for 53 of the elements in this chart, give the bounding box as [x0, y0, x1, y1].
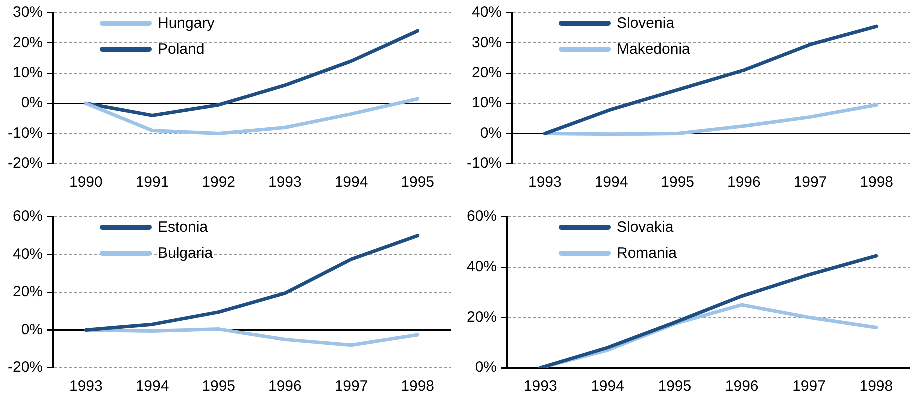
- y-tick-label: 40%: [472, 4, 502, 22]
- y-tick-label: 10%: [472, 94, 502, 112]
- x-tick-label: 1996: [725, 378, 759, 396]
- x-tick-label: 1996: [727, 174, 761, 192]
- legend-label: Poland: [158, 40, 205, 58]
- x-tick-label: 1994: [591, 378, 624, 396]
- y-tick-label: 0%: [475, 359, 498, 376]
- x-tick-label: 1997: [334, 378, 368, 396]
- y-tick-label: 0%: [21, 321, 44, 338]
- legend-label: Makedonia: [617, 40, 690, 58]
- y-tick-label: 30%: [12, 4, 44, 22]
- x-tick-label: 1998: [860, 378, 894, 396]
- x-tick-label: 1997: [794, 174, 828, 192]
- x-tick-label: 1997: [792, 378, 826, 396]
- y-tick-label: 60%: [12, 208, 44, 226]
- x-tick-label: 1995: [661, 174, 695, 192]
- legend-label: Romania: [617, 244, 678, 262]
- x-tick-label: 1990: [69, 174, 103, 192]
- x-tick-label: 1993: [528, 174, 562, 192]
- y-tick-label: 20%: [466, 308, 498, 326]
- x-tick-label: 1998: [860, 174, 894, 192]
- y-tick-label: -20%: [8, 155, 44, 172]
- x-tick-label: 1995: [202, 378, 236, 396]
- x-tick-label: 1996: [268, 378, 302, 396]
- y-tick-label: -20%: [8, 359, 44, 376]
- x-tick-label: 1995: [401, 174, 435, 192]
- y-tick-label: -10%: [8, 124, 44, 142]
- legend-label: Slovakia: [617, 218, 674, 236]
- y-tick-label: 0%: [480, 124, 502, 142]
- x-tick-label: 1993: [69, 378, 103, 396]
- y-tick-label: 20%: [12, 284, 44, 301]
- x-tick-label: 1995: [658, 378, 692, 396]
- y-tick-label: -10%: [466, 155, 502, 172]
- y-tick-label: 10%: [12, 64, 44, 82]
- y-tick-label: 0%: [21, 94, 44, 112]
- x-tick-label: 1994: [136, 378, 170, 396]
- x-tick-label: 1991: [136, 174, 170, 192]
- legend-label: Slovenia: [617, 14, 675, 32]
- legend-label: Estonia: [158, 218, 208, 236]
- y-tick-label: 20%: [472, 64, 502, 82]
- y-tick-label: 20%: [12, 34, 44, 52]
- x-tick-label: 1994: [334, 174, 368, 192]
- y-tick-label: 40%: [12, 246, 44, 263]
- legend-label: Bulgaria: [158, 244, 214, 262]
- x-tick-label: 1998: [401, 378, 435, 396]
- x-tick-label: 1992: [202, 174, 236, 192]
- y-tick-label: 40%: [466, 258, 498, 276]
- y-tick-label: 30%: [472, 34, 502, 52]
- y-tick-label: 60%: [466, 208, 498, 226]
- x-tick-label: 1993: [268, 174, 302, 192]
- x-tick-label: 1994: [594, 174, 628, 192]
- legend-label: Hungary: [158, 14, 215, 32]
- x-tick-label: 1993: [524, 378, 558, 396]
